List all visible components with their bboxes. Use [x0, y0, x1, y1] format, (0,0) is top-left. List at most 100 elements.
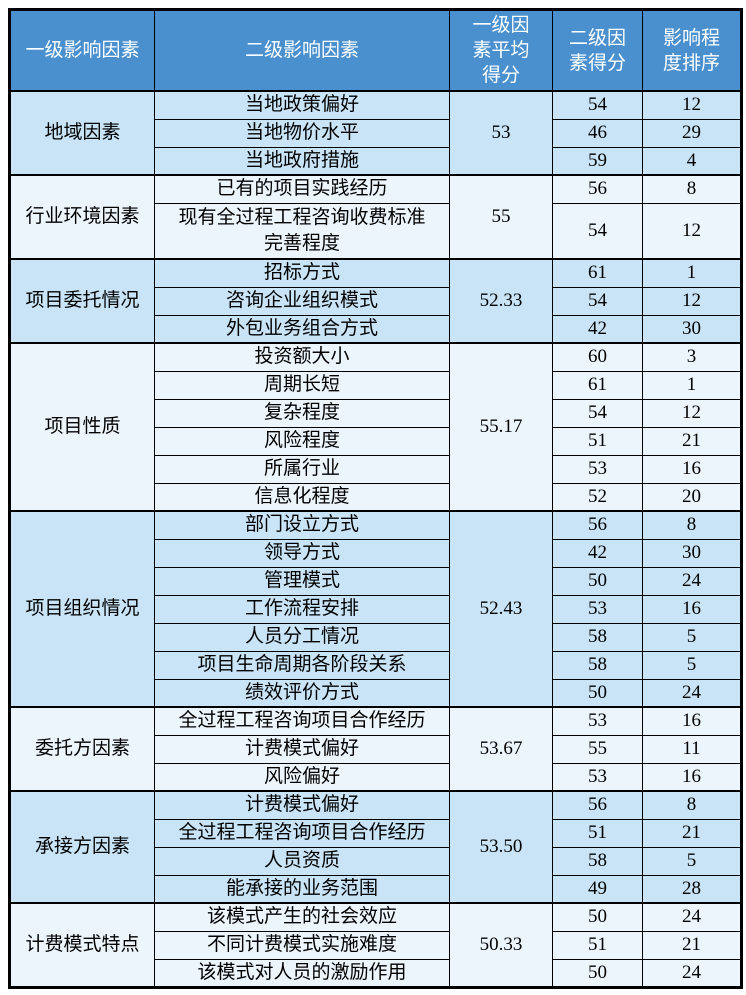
table-row: 外包业务组合方式 42 30	[10, 314, 742, 344]
level2-factor-cell: 工作流程安排	[154, 594, 450, 624]
level2-score-cell: 56	[552, 174, 643, 204]
table-row: 地域因素 当地政策偏好 53 54 12	[9, 90, 742, 176]
table-row: 行业环境因素 已有的项目实践经历 55 56 8	[9, 174, 742, 260]
table-row: 项目组织情况 部门设立方式 52.43 56 8	[9, 510, 742, 708]
level2-score-cell: 54	[552, 202, 643, 260]
influence-factor-table: 一级影响因素 二级影响因素 一级因 素平均 得分 二级因 素得分 影响程 度排序…	[8, 8, 743, 989]
rank-cell: 28	[642, 874, 742, 904]
header-cell-level2-score: 二级因 素得分	[552, 9, 643, 92]
level2-score-cell: 52	[552, 482, 643, 512]
rank-cell: 16	[642, 706, 742, 736]
rank-cell: 8	[642, 510, 742, 540]
rank-cell: 24	[642, 958, 742, 988]
level2-factor-cell: 信息化程度	[154, 482, 450, 512]
level2-factor-cell: 计费模式偏好	[154, 790, 450, 820]
level2-factor-cell: 绩效评价方式	[154, 678, 450, 708]
level1-factor-cell: 委托方因素	[9, 706, 155, 792]
table-row: 该模式对人员的激励作用 50 24	[10, 958, 742, 988]
table-row: 当地政府措施 59 4	[10, 146, 742, 176]
header-cell-level1-avg-score: 一级因 素平均 得分	[449, 9, 553, 92]
level2-factor-cell: 部门设立方式	[154, 510, 450, 540]
level2-score-cell: 53	[552, 762, 643, 792]
level2-factor-cell: 外包业务组合方式	[154, 314, 450, 344]
level1-factor-cell: 行业环境因素	[9, 174, 155, 260]
level2-score-cell: 61	[552, 370, 643, 400]
level2-factor-cell: 管理模式	[154, 566, 450, 596]
level2-score-cell: 59	[552, 146, 643, 176]
level2-score-cell: 53	[552, 706, 643, 736]
table-row: 不同计费模式实施难度 51 21	[10, 930, 742, 960]
table-row: 管理模式 50 24	[10, 566, 742, 596]
level2-score-cell: 53	[552, 594, 643, 624]
rank-cell: 21	[642, 818, 742, 848]
level2-score-cell: 42	[552, 314, 643, 344]
level2-score-cell: 56	[552, 510, 643, 540]
level2-score-cell: 50	[552, 958, 643, 988]
table-row: 周期长短 61 1	[10, 370, 742, 400]
level1-avg-score-cell: 55	[449, 174, 553, 260]
table-row: 项目性质 投资额大小 55.17 60 3	[9, 342, 742, 512]
table-row: 风险程度 51 21	[10, 426, 742, 456]
table-row: 承接方因素 计费模式偏好 53.50 56 8	[9, 790, 742, 904]
rank-cell: 29	[642, 118, 742, 148]
level1-factor-cell: 承接方因素	[9, 790, 155, 904]
level2-score-cell: 58	[552, 650, 643, 680]
table-row: 当地物价水平 46 29	[10, 118, 742, 148]
table-row: 全过程工程咨询项目合作经历 51 21	[10, 818, 742, 848]
level2-score-cell: 51	[552, 818, 643, 848]
level1-avg-score-cell: 53	[449, 90, 553, 176]
level2-score-cell: 51	[552, 930, 643, 960]
table-row: 计费模式特点 该模式产生的社会效应 50.33 50 24	[9, 902, 742, 988]
level1-avg-score-cell: 52.43	[449, 510, 553, 708]
rank-cell: 16	[642, 762, 742, 792]
rank-cell: 3	[642, 342, 742, 372]
rank-cell: 5	[642, 846, 742, 876]
rank-cell: 16	[642, 594, 742, 624]
rank-cell: 12	[642, 398, 742, 428]
table-header: 一级影响因素 二级影响因素 一级因 素平均 得分 二级因 素得分 影响程 度排序	[9, 9, 742, 92]
level2-score-cell: 53	[552, 454, 643, 484]
level2-factor-cell: 当地政府措施	[154, 146, 450, 176]
table-row: 复杂程度 54 12	[10, 398, 742, 428]
level2-factor-cell: 项目生命周期各阶段关系	[154, 650, 450, 680]
level2-score-cell: 58	[552, 622, 643, 652]
level2-factor-cell: 所属行业	[154, 454, 450, 484]
level1-avg-score-cell: 53.67	[449, 706, 553, 792]
header-cell-level1-factor: 一级影响因素	[9, 9, 155, 92]
header-cell-rank: 影响程 度排序	[642, 9, 742, 92]
level2-factor-cell: 人员分工情况	[154, 622, 450, 652]
level2-factor-cell: 该模式产生的社会效应	[154, 902, 450, 932]
level1-factor-cell: 计费模式特点	[9, 902, 155, 988]
level2-factor-cell: 复杂程度	[154, 398, 450, 428]
table-row: 现有全过程工程咨询收费标准 完善程度 54 12	[10, 202, 742, 260]
rank-cell: 30	[642, 538, 742, 568]
level2-factor-cell: 风险程度	[154, 426, 450, 456]
rank-cell: 16	[642, 454, 742, 484]
level2-score-cell: 54	[552, 286, 643, 316]
rank-cell: 12	[642, 202, 742, 260]
level2-factor-cell: 全过程工程咨询项目合作经历	[154, 818, 450, 848]
level2-score-cell: 54	[552, 398, 643, 428]
level1-avg-score-cell: 53.50	[449, 790, 553, 904]
table-body: 地域因素 当地政策偏好 53 54 12 当地物价水平 46 29 当地政府措施 59 4 行业环境因…	[9, 90, 742, 988]
table-row: 人员资质 58 5	[10, 846, 742, 876]
level2-factor-cell: 该模式对人员的激励作用	[154, 958, 450, 988]
level2-factor-cell: 周期长短	[154, 370, 450, 400]
level2-score-cell: 54	[552, 90, 643, 120]
table-row: 项目委托情况 招标方式 52.33 61 1	[9, 258, 742, 344]
level2-score-cell: 56	[552, 790, 643, 820]
rank-cell: 11	[642, 734, 742, 764]
level2-factor-cell: 招标方式	[154, 258, 450, 288]
level2-factor-cell: 全过程工程咨询项目合作经历	[154, 706, 450, 736]
table-row: 项目生命周期各阶段关系 58 5	[10, 650, 742, 680]
table-row: 所属行业 53 16	[10, 454, 742, 484]
rank-cell: 5	[642, 650, 742, 680]
level2-factor-cell: 现有全过程工程咨询收费标准 完善程度	[154, 202, 450, 260]
level2-score-cell: 58	[552, 846, 643, 876]
table-row: 风险偏好 53 16	[10, 762, 742, 792]
level2-score-cell: 61	[552, 258, 643, 288]
level2-factor-cell: 咨询企业组织模式	[154, 286, 450, 316]
rank-cell: 1	[642, 258, 742, 288]
level1-factor-cell: 项目组织情况	[9, 510, 155, 708]
